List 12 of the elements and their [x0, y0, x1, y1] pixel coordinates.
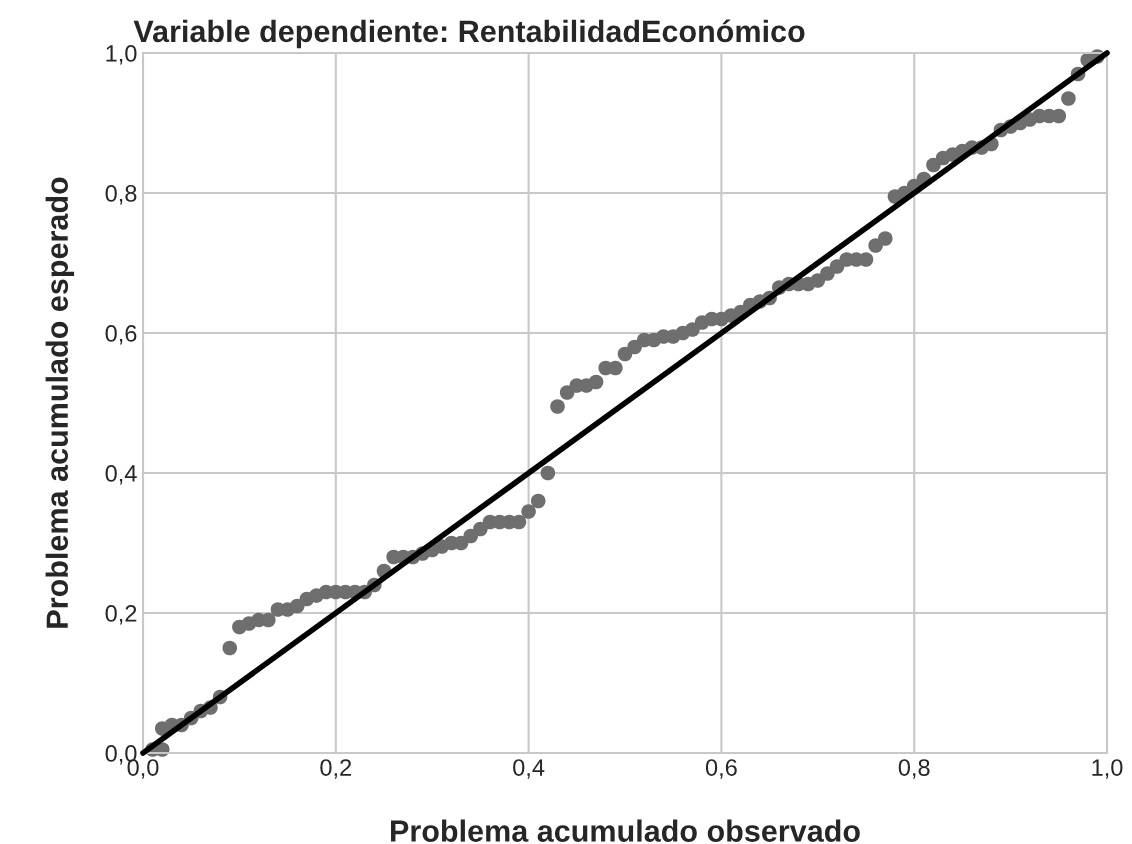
x-tick-label: 0,6	[705, 759, 737, 779]
y-tick-label: 1,0	[106, 45, 137, 65]
x-tick-label: 0,2	[320, 759, 352, 779]
y-tick-label: 0,2	[105, 605, 137, 625]
y-tick-label: 0,6	[105, 325, 137, 345]
y-axis-title: Problema acumulado esperado	[45, 177, 75, 628]
x-tick-label: 1,0	[1092, 759, 1123, 779]
y-tick-label: 0,4	[105, 465, 137, 485]
x-tick-label: 0,4	[513, 759, 545, 779]
y-tick-label: 0,8	[105, 185, 137, 205]
x-axis-title: Problema acumulado observado	[391, 819, 860, 842]
x-tick-label: 0,8	[898, 759, 930, 779]
